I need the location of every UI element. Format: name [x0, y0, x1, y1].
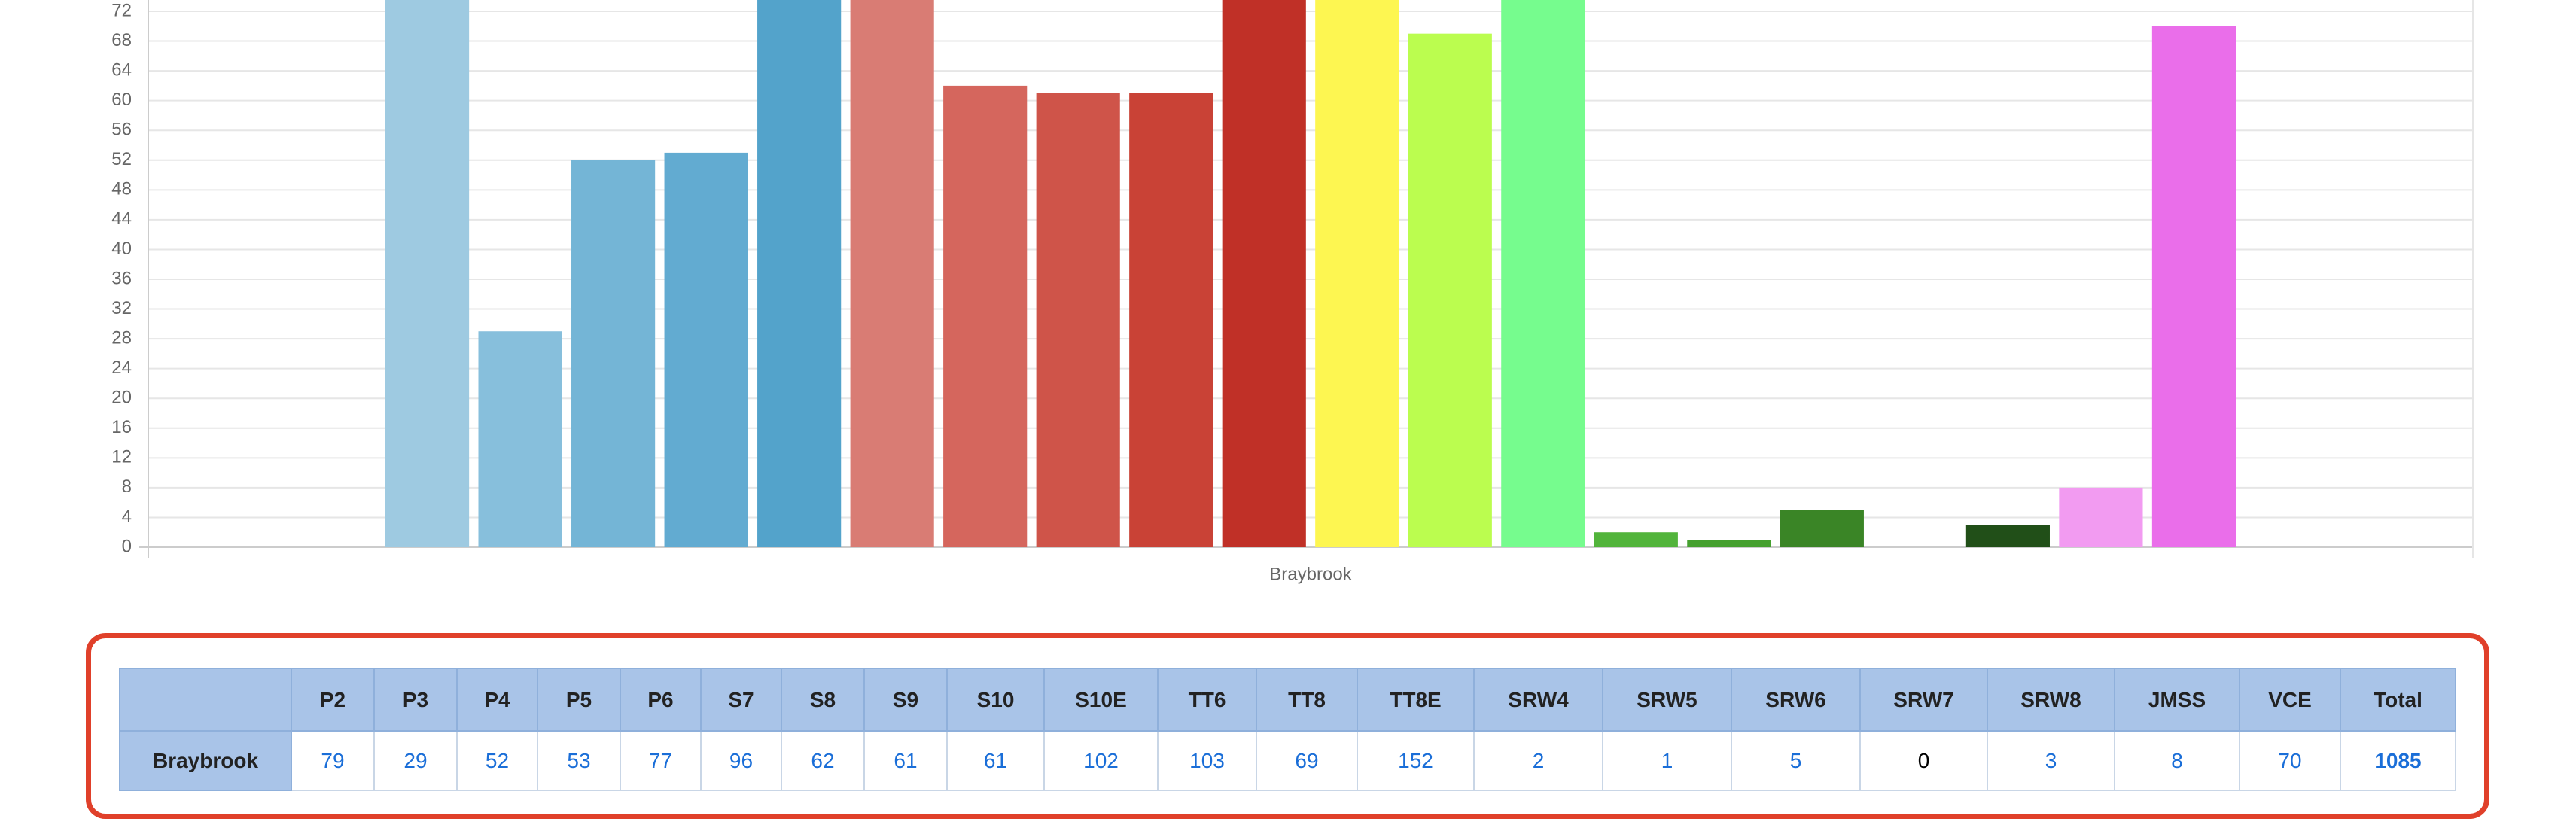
value-cell[interactable]: 62	[781, 730, 865, 791]
bar	[664, 152, 748, 547]
column-header: P5	[537, 668, 621, 732]
column-header: S9	[863, 668, 948, 732]
value-cell[interactable]: 29	[373, 730, 458, 791]
bar	[2059, 487, 2143, 547]
value-cell[interactable]: 152	[1357, 730, 1475, 791]
column-header: SRW5	[1602, 668, 1732, 732]
y-tick-label: 0	[122, 536, 132, 556]
bar	[478, 331, 562, 547]
value-cell[interactable]: 52	[456, 730, 538, 791]
value-cell[interactable]: 102	[1043, 730, 1159, 791]
y-tick-label: 24	[111, 358, 132, 378]
bar	[2151, 26, 2236, 548]
value-cell[interactable]: 103	[1157, 730, 1257, 791]
bar	[1408, 33, 1492, 547]
bar	[1036, 93, 1120, 548]
column-header: P6	[620, 668, 702, 732]
body-row: Braybrook 79 29 52 53 77 96 62 61 61 102 103 69 152 2 1…	[119, 730, 2456, 791]
value-cell: 0	[1859, 730, 1988, 791]
value-cell[interactable]: 1	[1602, 730, 1732, 791]
header-row: P2 P3 P4 P5 P6 S7 S8 S9 S10 S10E TT6 TT8 TT8E SRW4 SRW…	[119, 668, 2456, 732]
column-header: SRW4	[1473, 668, 1603, 732]
column-header: TT6	[1157, 668, 1257, 732]
bar	[571, 160, 656, 547]
y-tick-label: 40	[111, 239, 132, 259]
value-cell[interactable]: 77	[620, 730, 702, 791]
bar	[1222, 0, 1306, 547]
value-cell[interactable]: 53	[537, 730, 621, 791]
x-tick-label: Braybrook	[1269, 564, 1352, 584]
y-tick-label: 16	[111, 417, 132, 437]
column-header: P4	[456, 668, 538, 732]
corner-cell	[119, 668, 292, 732]
value-cell[interactable]: 69	[1256, 730, 1358, 791]
bar	[1501, 0, 1585, 547]
column-header: S10E	[1043, 668, 1159, 732]
total-cell[interactable]: 1085	[2340, 730, 2456, 791]
value-cell[interactable]: 2	[1473, 730, 1603, 791]
column-header: Total	[2340, 668, 2456, 732]
column-header: SRW8	[1987, 668, 2115, 732]
bar	[1129, 93, 1213, 548]
column-header: P2	[291, 668, 375, 732]
bar	[1780, 510, 1864, 547]
y-tick-label: 4	[122, 507, 132, 527]
bar	[1687, 540, 1771, 547]
column-header: VCE	[2239, 668, 2341, 732]
y-tick-label: 44	[111, 208, 132, 229]
column-header: JMSS	[2114, 668, 2240, 732]
bar	[1315, 0, 1399, 547]
value-cell[interactable]: 8	[2114, 730, 2240, 791]
bar	[850, 0, 934, 547]
bar	[757, 0, 842, 548]
highlight-frame	[86, 633, 2489, 819]
y-tick-label: 48	[111, 179, 132, 199]
bar	[1965, 525, 2050, 547]
y-tick-label: 60	[111, 90, 132, 110]
y-tick-label: 12	[111, 447, 132, 467]
y-tick-label: 64	[111, 59, 132, 80]
column-header: S10	[946, 668, 1045, 732]
value-cell[interactable]: 5	[1731, 730, 1861, 791]
bar	[943, 85, 1028, 547]
value-cell[interactable]: 3	[1987, 730, 2115, 791]
y-tick-label: 8	[122, 476, 132, 497]
column-header: SRW7	[1859, 668, 1988, 732]
y-tick-label: 32	[111, 298, 132, 318]
y-tick-label: 68	[111, 30, 132, 50]
y-tick-label: 36	[111, 268, 132, 288]
y-tick-label: 72	[111, 0, 132, 20]
y-tick-label: 56	[111, 120, 132, 140]
value-cell[interactable]: 61	[863, 730, 948, 791]
column-header: TT8E	[1357, 668, 1475, 732]
value-cell[interactable]: 61	[946, 730, 1045, 791]
bar	[385, 0, 470, 548]
y-tick-label: 20	[111, 388, 132, 408]
column-header: P3	[373, 668, 458, 732]
chart: 04812162024283236404448525660646872Brayb…	[111, 0, 2474, 584]
column-header: S8	[781, 668, 865, 732]
column-header: SRW6	[1731, 668, 1861, 732]
row-header: Braybrook	[119, 730, 292, 791]
bar	[1594, 532, 1678, 547]
value-cell[interactable]: 70	[2239, 730, 2341, 791]
value-cell[interactable]: 79	[291, 730, 375, 791]
column-header: S7	[700, 668, 782, 732]
value-cell[interactable]: 96	[700, 730, 782, 791]
data-table: P2 P3 P4 P5 P6 S7 S8 S9 S10 S10E TT6 TT8 TT8E SRW4 SRW…	[119, 668, 2456, 791]
y-tick-label: 28	[111, 327, 132, 348]
y-tick-label: 52	[111, 149, 132, 169]
column-header: TT8	[1256, 668, 1358, 732]
